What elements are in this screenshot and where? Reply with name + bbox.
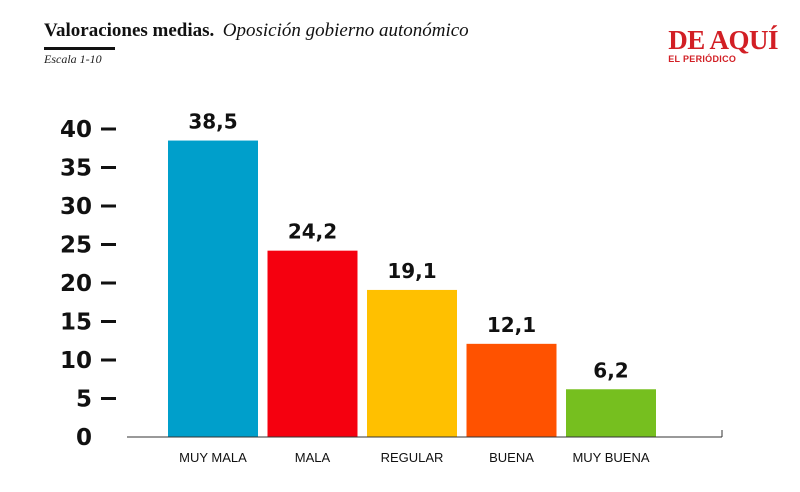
data-label: 6,2 <box>593 358 628 382</box>
bar <box>267 250 358 437</box>
data-label: 24,2 <box>288 220 337 244</box>
newspaper-logo: DE AQUÍ EL PERIÓDICO <box>668 25 778 65</box>
chart-title: Valoraciones medias. <box>44 20 215 41</box>
chart-header: Valoraciones medias. Oposición gobierno … <box>44 20 469 67</box>
scale-note: Escala 1-10 <box>44 52 102 66</box>
bar <box>566 389 656 437</box>
bar <box>367 289 457 437</box>
x-axis-labels: MUY MALA MALA REGULAR BUENA MUY BUENA <box>179 450 650 465</box>
title-underline <box>44 47 115 50</box>
chart-subtitle: Oposición gobierno autonómico <box>222 20 469 41</box>
title-line: Valoraciones medias. Oposición gobierno … <box>44 20 469 42</box>
x-tick-label: MALA <box>295 450 331 465</box>
x-tick-label: MUY MALA <box>179 450 247 465</box>
bar <box>168 140 258 438</box>
y-tick-label: 30 <box>60 194 92 220</box>
bar <box>466 343 557 437</box>
y-tick-label: 15 <box>60 310 92 336</box>
x-tick-label: MUY BUENA <box>572 450 649 465</box>
logo-name: DE AQUÍ <box>668 25 778 55</box>
bars <box>168 140 656 438</box>
data-label: 38,5 <box>188 110 237 134</box>
data-labels: 38,5 24,2 19,1 12,1 6,2 <box>188 110 628 383</box>
x-tick-label: REGULAR <box>381 450 444 465</box>
y-tick-label: 10 <box>60 348 92 374</box>
y-tick-label: 35 <box>60 156 92 182</box>
data-label: 19,1 <box>387 259 436 283</box>
data-label: 12,1 <box>487 313 536 337</box>
y-tick-label: 5 <box>76 387 92 413</box>
y-axis-ticks: 0 5 10 15 20 25 30 35 40 <box>60 117 116 451</box>
logo-tagline: EL PERIÓDICO <box>668 54 737 64</box>
y-tick-label: 25 <box>60 233 92 259</box>
y-tick-label: 0 <box>76 425 92 451</box>
x-tick-label: BUENA <box>489 450 534 465</box>
y-tick-label: 20 <box>60 271 92 297</box>
y-tick-label: 40 <box>60 117 92 143</box>
